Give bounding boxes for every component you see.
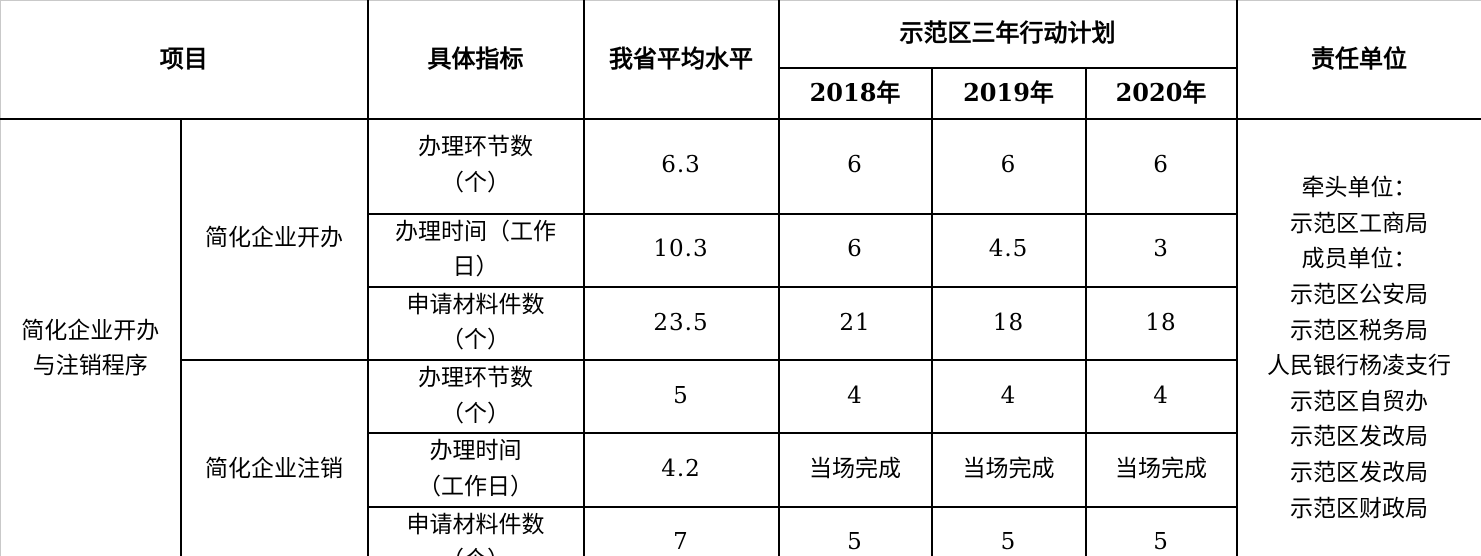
header-province-avg: 我省平均水平 bbox=[582, 0, 780, 120]
header-responsible: 责任单位 bbox=[1235, 0, 1481, 120]
cell-2019: 6 bbox=[930, 117, 1087, 215]
cell-indicator: 办理时间（工作 日） bbox=[366, 212, 585, 288]
cell-2020: 4 bbox=[1084, 359, 1238, 435]
cell-province-avg: 10.3 bbox=[582, 212, 780, 288]
table-row: 简化企业注销 办理环节数 （个） 5 4 4 4 bbox=[1, 359, 1481, 556]
cell-project-group: 简化企业开办 与注销程序 bbox=[0, 117, 182, 556]
cell-2018: 当场完成 bbox=[777, 432, 933, 508]
cell-indicator: 办理环节数 （个） bbox=[366, 359, 585, 435]
header-plan-group: 示范区三年行动计划 bbox=[777, 0, 1238, 69]
cell-2019: 4.5 bbox=[930, 212, 1087, 288]
cell-2019: 4 bbox=[930, 359, 1087, 435]
table-row: 申请材料件数 （个） 23.5 21 18 18 bbox=[1, 285, 1481, 362]
cell-subgroup-open: 简化企业开办 bbox=[179, 117, 369, 362]
cell-province-avg: 7 bbox=[582, 505, 780, 556]
header-indicator: 具体指标 bbox=[366, 0, 585, 120]
cell-2019: 5 bbox=[930, 505, 1087, 556]
cell-2018: 6 bbox=[777, 117, 933, 215]
table-header-row-1: 项目 具体指标 我省平均水平 示范区三年行动计划 责任单位 bbox=[0, 0, 1481, 120]
table-row: 办理时间 （工作日） 4.2 当场完成 当场完成 当场完成 bbox=[1, 432, 1481, 508]
cell-province-avg: 4.2 bbox=[582, 432, 780, 508]
cell-2018: 4 bbox=[777, 359, 933, 435]
cell-2020: 当场完成 bbox=[1084, 432, 1238, 508]
cell-2020: 3 bbox=[1084, 212, 1238, 288]
cell-indicator: 办理时间 （工作日） bbox=[366, 432, 585, 508]
header-year-2018: 2018年 bbox=[777, 66, 933, 120]
table-row: 简化企业开办 与注销程序 简化企业开办 办理环节数 （个） 6.3 6 6 6 … bbox=[0, 117, 1481, 556]
cell-subgroup-cancel: 简化企业注销 bbox=[179, 359, 369, 556]
cell-2018: 5 bbox=[777, 505, 933, 556]
table-row: 申请材料件数 （个） 7 5 5 5 bbox=[1, 505, 1481, 556]
cell-2020: 5 bbox=[1084, 505, 1238, 556]
cell-2019: 18 bbox=[930, 285, 1087, 362]
cell-2020: 18 bbox=[1084, 285, 1238, 362]
table-row: 办理时间（工作 日） 10.3 6 4.5 3 bbox=[1, 212, 1481, 288]
table-header-row-2: 2018年 2019年 2020年 bbox=[1, 66, 1481, 120]
cell-province-avg: 23.5 bbox=[582, 285, 780, 362]
cell-responsible-unit: 牵头单位： 示范区工商局 成员单位： 示范区公安局 示范区税务局 人民银行杨凌支… bbox=[1235, 117, 1481, 556]
header-year-2019: 2019年 bbox=[930, 66, 1087, 120]
cell-2018: 21 bbox=[777, 285, 933, 362]
cell-2020: 6 bbox=[1084, 117, 1238, 215]
header-project: 项目 bbox=[0, 0, 369, 120]
cell-indicator: 办理环节数 （个） bbox=[366, 117, 585, 215]
cell-indicator: 申请材料件数 （个） bbox=[366, 505, 585, 556]
cell-province-avg: 6.3 bbox=[582, 117, 780, 215]
header-year-2020: 2020年 bbox=[1084, 66, 1238, 120]
cell-indicator: 申请材料件数 （个） bbox=[366, 285, 585, 362]
cell-2019: 当场完成 bbox=[930, 432, 1087, 508]
cell-province-avg: 5 bbox=[582, 359, 780, 435]
cell-2018: 6 bbox=[777, 212, 933, 288]
